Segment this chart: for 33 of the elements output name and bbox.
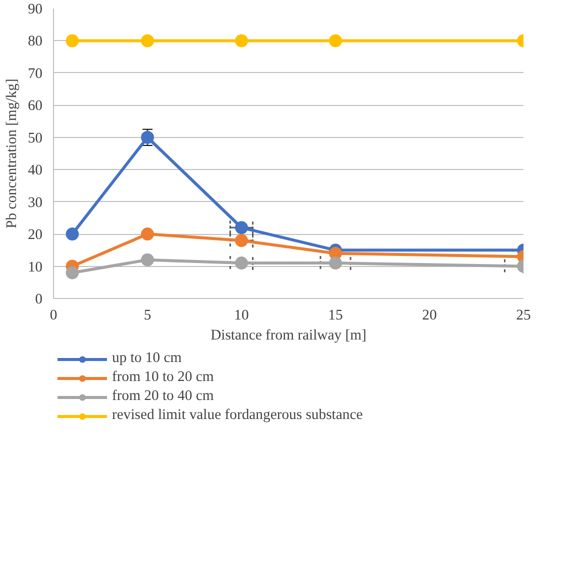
y-tick-label: 40 <box>28 162 42 179</box>
y-tick-label: 10 <box>28 259 42 276</box>
point <box>141 34 154 48</box>
point <box>66 266 79 280</box>
y-tick-label: 70 <box>28 66 42 82</box>
x-tick-label: 0 <box>50 308 58 324</box>
legend-label: revised limit value fordangerous substance <box>112 407 363 424</box>
point <box>66 228 79 241</box>
legend-label: up to 10 cm <box>112 350 182 367</box>
x-tick-label: 15 <box>328 308 343 324</box>
point <box>141 130 154 144</box>
x-axis-title: Distance from railway [m] <box>210 328 366 344</box>
x-tick-label: 20 <box>422 308 437 324</box>
point <box>235 234 248 247</box>
legend-label: from 10 to 20 cm <box>112 369 214 386</box>
point <box>66 34 79 48</box>
y-tick-label: 60 <box>28 98 42 114</box>
y-tick-label: 80 <box>28 34 42 50</box>
point <box>141 253 154 266</box>
point <box>235 256 248 270</box>
x-tick-label: 5 <box>144 308 152 324</box>
x-tick-label: 10 <box>234 308 249 324</box>
y-tick-label: 30 <box>28 194 42 211</box>
point <box>235 221 248 234</box>
y-axis-title: Pb concentration [mg/kg] <box>4 78 20 228</box>
x-tick-label: 25 <box>516 308 531 324</box>
point <box>141 228 154 241</box>
y-tick-label: 0 <box>35 292 42 308</box>
y-tick-label: 90 <box>28 2 42 18</box>
legend-label: from 20 to 40 cm <box>112 388 214 405</box>
point <box>235 34 248 48</box>
y-tick-label: 20 <box>28 227 42 244</box>
y-tick-label: 50 <box>28 130 42 146</box>
